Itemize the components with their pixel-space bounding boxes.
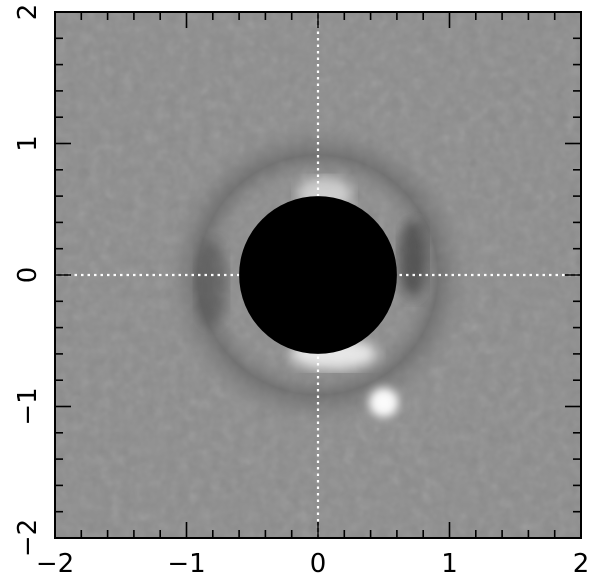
y-tick-label: 1 (13, 135, 43, 152)
image-area (55, 12, 581, 538)
axis-tick-labels: −2 −1 0 1 2 −2 −1 0 1 2 (13, 4, 589, 579)
axis-ticks (54, 11, 582, 539)
companion-source (360, 379, 407, 426)
y-tick-label: 0 (13, 267, 43, 284)
x-tick-label: 0 (310, 549, 327, 579)
y-tick-label: −2 (13, 519, 43, 557)
y-tick-label: −1 (13, 387, 43, 425)
x-tick-label: −2 (36, 549, 74, 579)
x-tick-label: −1 (167, 549, 205, 579)
x-tick-label: 1 (441, 549, 458, 579)
residual-dark-lobe-right (398, 219, 427, 299)
x-tick-label: 2 (573, 549, 590, 579)
occulting-mask (239, 196, 397, 354)
residual-dark-lobe-left (195, 239, 228, 327)
y-tick-label: 2 (13, 4, 43, 21)
